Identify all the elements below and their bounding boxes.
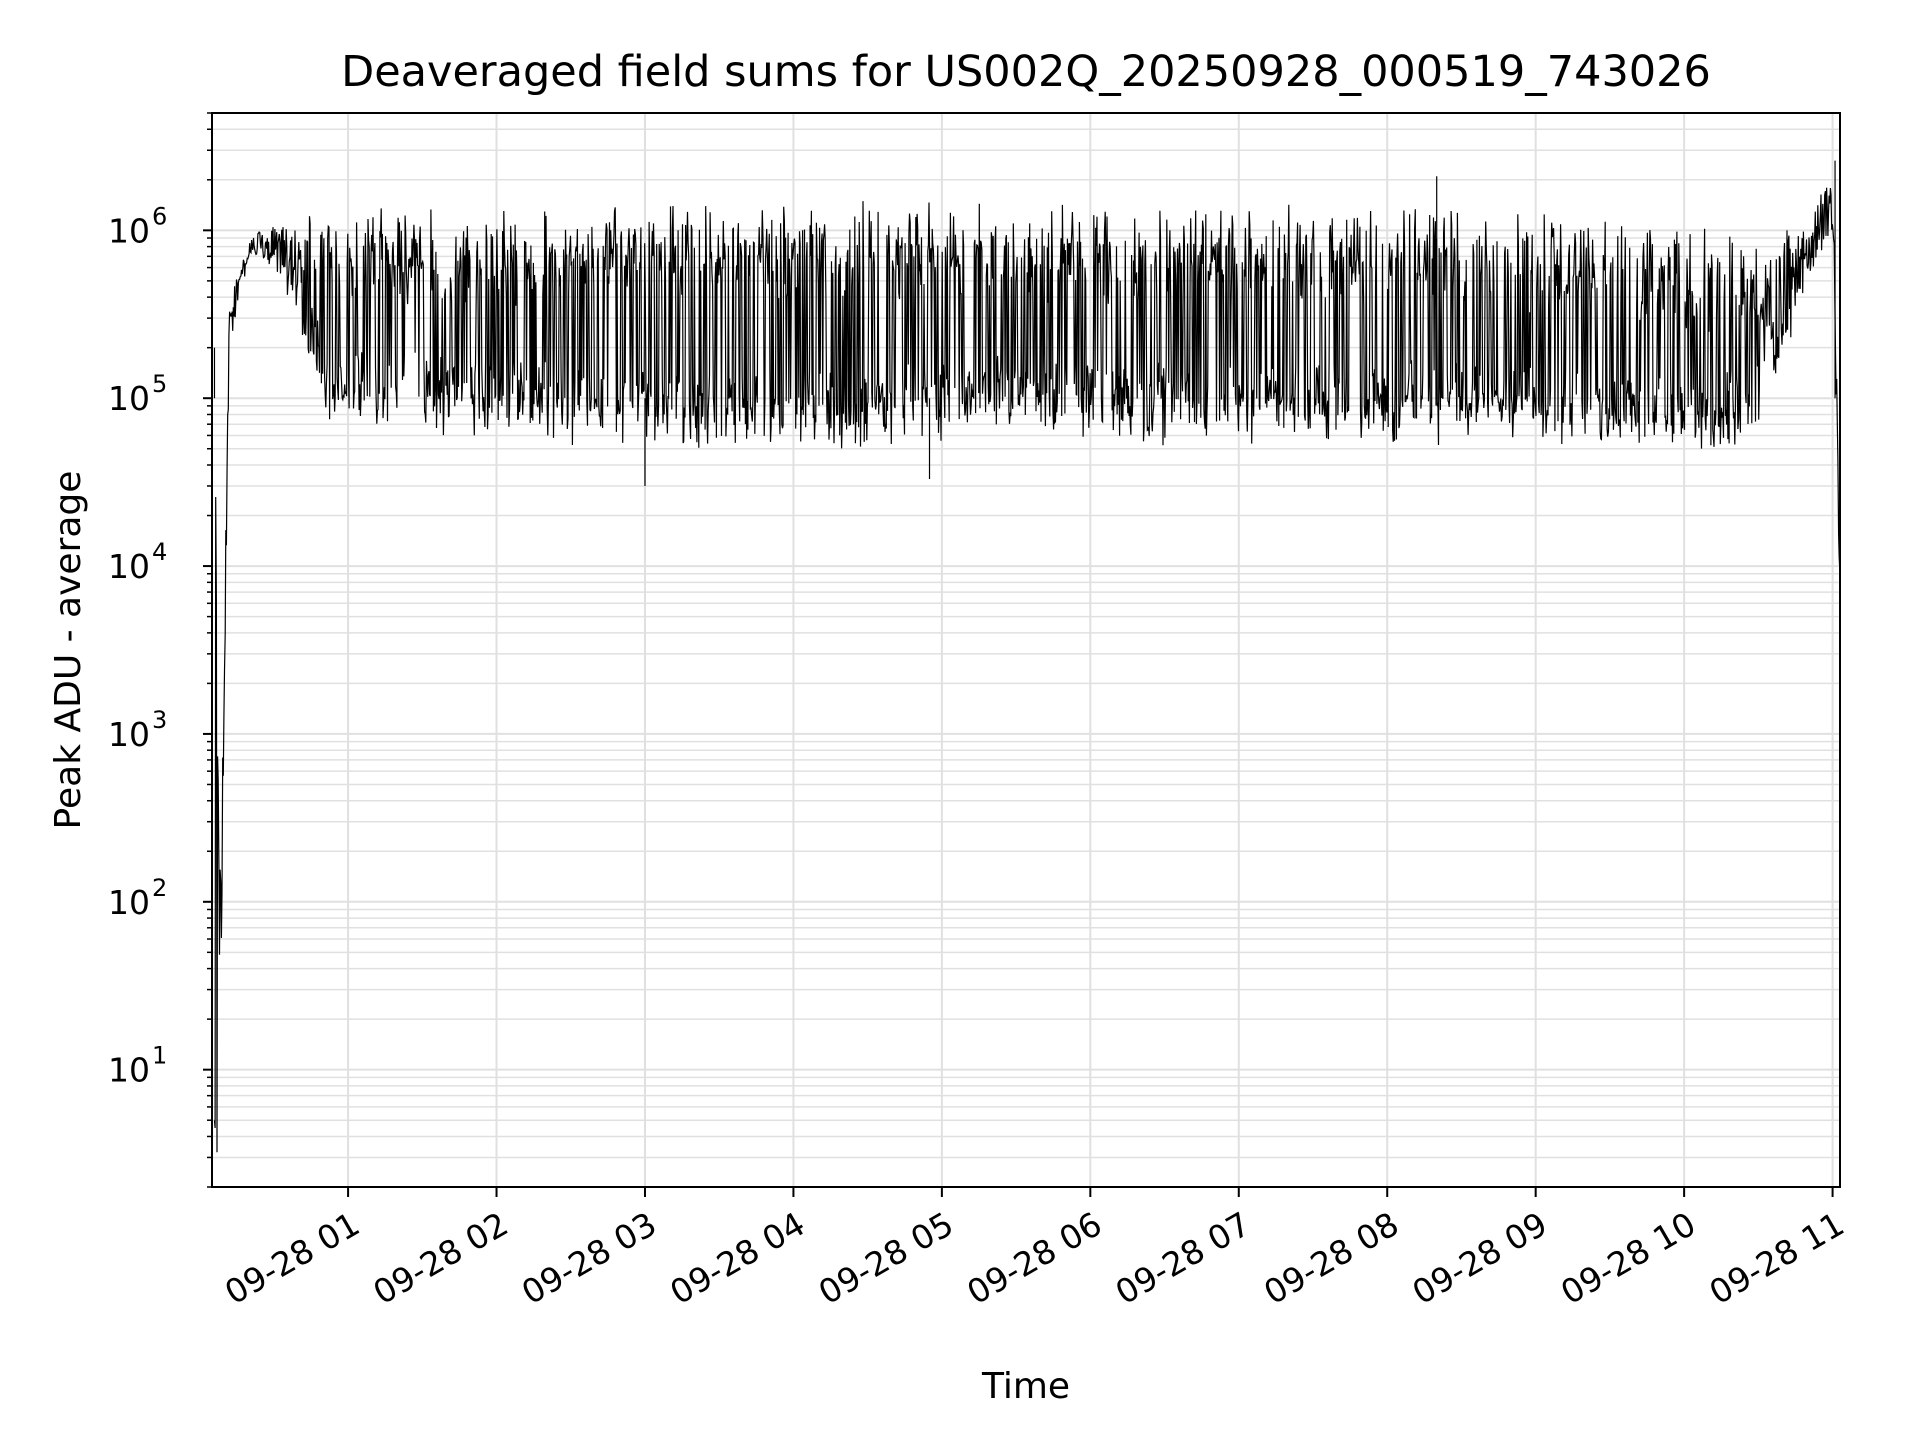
y-tick-exponent: 3 bbox=[152, 706, 167, 734]
x-tick-label: 09-28 11 bbox=[1703, 1204, 1851, 1312]
x-tick-label: 09-28 02 bbox=[367, 1204, 515, 1312]
chart-title: Deaveraged field sums for US002Q_2025092… bbox=[341, 47, 1711, 97]
x-tick-label: 09-28 03 bbox=[515, 1204, 663, 1312]
y-tick-exponent: 5 bbox=[152, 370, 167, 398]
y-tick-exponent: 1 bbox=[152, 1042, 167, 1070]
y-tick-exponent: 4 bbox=[152, 538, 167, 566]
y-tick-label: 10 bbox=[108, 715, 150, 754]
y-tick-label: 10 bbox=[108, 211, 150, 250]
plot-frame bbox=[211, 112, 1841, 1188]
y-tick-exponent: 2 bbox=[152, 874, 167, 902]
x-tick-label: 09-28 01 bbox=[218, 1204, 366, 1312]
x-tick-label: 09-28 07 bbox=[1109, 1204, 1257, 1312]
series-line bbox=[213, 187, 1840, 1153]
x-tick-label: 09-28 10 bbox=[1554, 1204, 1702, 1312]
y-tick-exponent: 6 bbox=[152, 202, 167, 230]
y-axis-label: Peak ADU - average bbox=[48, 471, 89, 830]
x-tick-label: 09-28 05 bbox=[812, 1204, 960, 1312]
y-tick-label: 10 bbox=[108, 1051, 150, 1090]
y-tick-label: 10 bbox=[108, 547, 150, 586]
x-axis-label: Time bbox=[981, 1366, 1070, 1407]
x-tick-label: 09-28 08 bbox=[1257, 1204, 1405, 1312]
x-tick-label: 09-28 09 bbox=[1406, 1204, 1554, 1312]
y-tick-label: 10 bbox=[108, 883, 150, 922]
x-tick-label: 09-28 04 bbox=[663, 1204, 811, 1312]
x-tick-label: 09-28 06 bbox=[960, 1204, 1108, 1312]
y-tick-label: 10 bbox=[108, 379, 150, 418]
series-layer bbox=[213, 160, 1840, 1153]
